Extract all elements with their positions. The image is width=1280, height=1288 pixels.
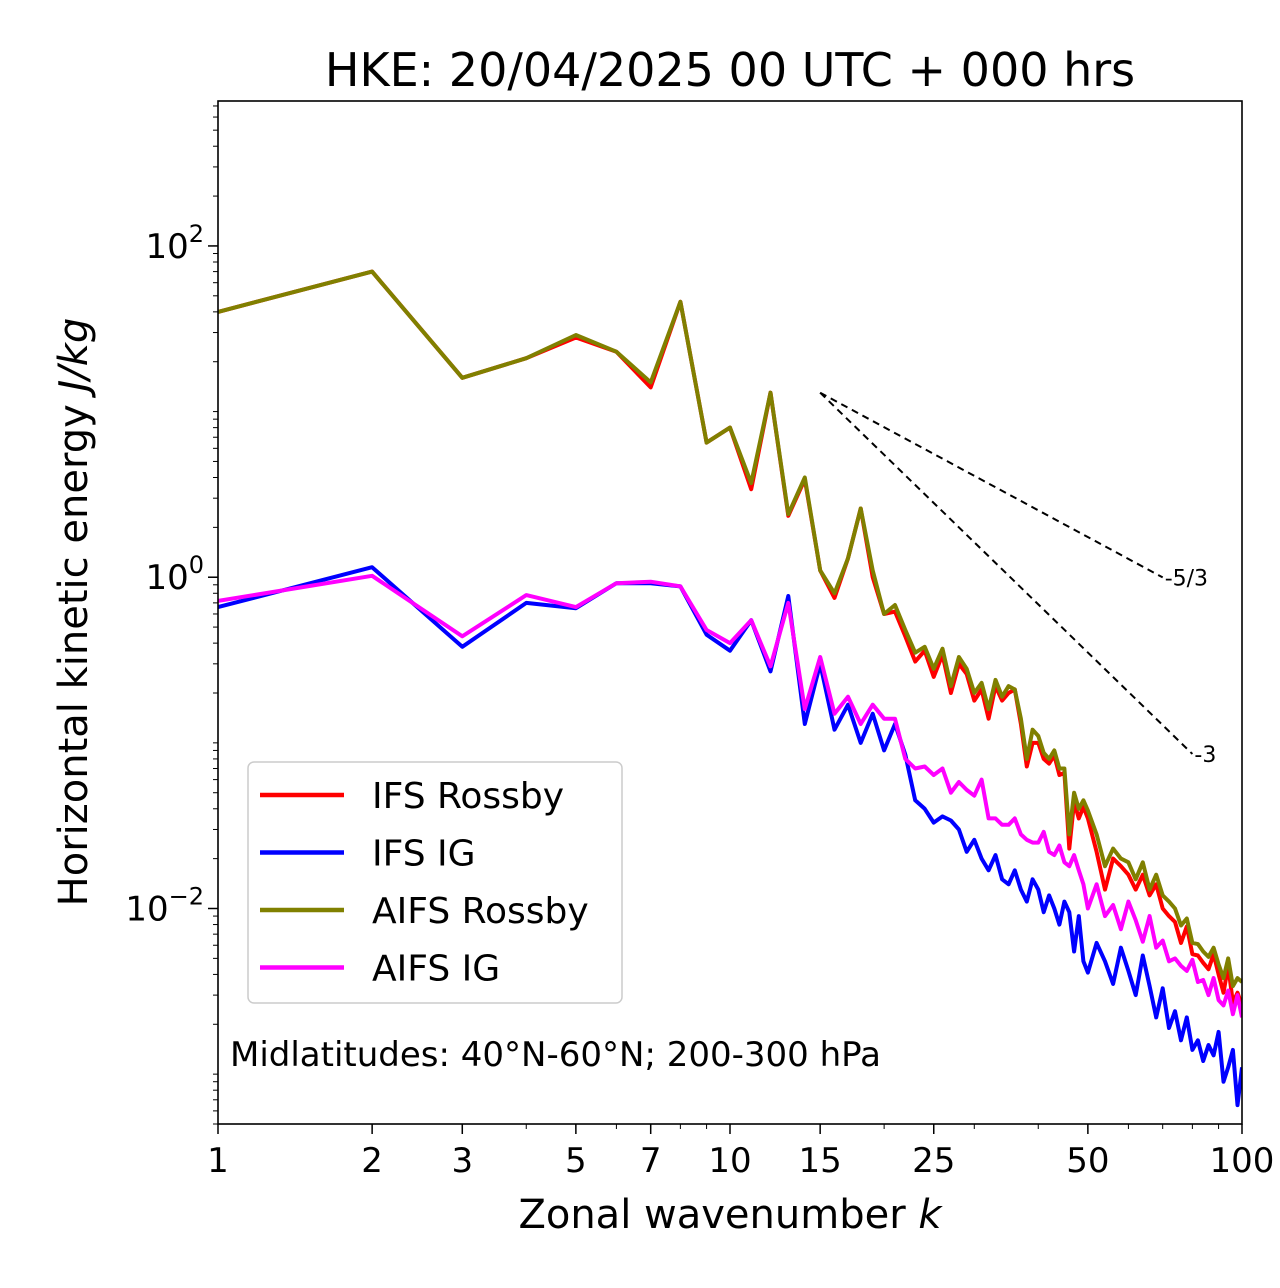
x-tick-label: 100 [1210,1141,1275,1181]
legend: IFS Rossby IFS IG AIFS Rossby AIFS IG [247,761,623,1004]
legend-box [247,761,623,1004]
x-tick-label: 1 [207,1141,229,1181]
series-lines [218,269,1242,1108]
reference-line [819,391,1194,755]
x-tick-label: 7 [640,1141,662,1181]
x-tick-label: 25 [912,1141,955,1181]
chart-title: HKE: 20/04/2025 00 UTC + 000 hrs [325,43,1135,97]
x-tick-label: 3 [451,1141,473,1181]
x-axis-label: Zonal wavenumber k [518,1192,943,1238]
legend-label: IFS Rossby [372,776,564,817]
y-tick-label: 100 [145,551,204,598]
region-annotation: Midlatitudes: 40°N-60°N; 200-300 hPa [230,1035,881,1075]
plot-frame [217,100,1243,1125]
x-tick-label: 10 [708,1141,751,1181]
reference-line [819,391,1164,579]
x-tick-label: 15 [799,1141,842,1181]
legend-label: IFS IG [372,834,476,875]
x-tick-label: 2 [361,1141,383,1181]
y-tick-label: 102 [145,220,204,267]
x-tick-label: 50 [1066,1141,1109,1181]
x-tick-label: 5 [565,1141,587,1181]
legend-label: AIFS Rossby [372,891,589,932]
reference-line-label: -5/3 [1165,566,1208,591]
y-axis-label: Horizontal kinetic energy J/kg [51,318,97,907]
series-line [218,573,1242,1018]
reference-line-label: -3 [1194,743,1216,768]
axis-ticks: 1 2 3 5 7 10 15 25 50 100 10−2 100 102 [125,105,1275,1181]
legend-label: AIFS IG [372,949,500,990]
series-line [218,269,1242,989]
reference-slope-lines: -5/3 -3 [819,391,1216,768]
y-tick-label: 10−2 [125,882,204,929]
